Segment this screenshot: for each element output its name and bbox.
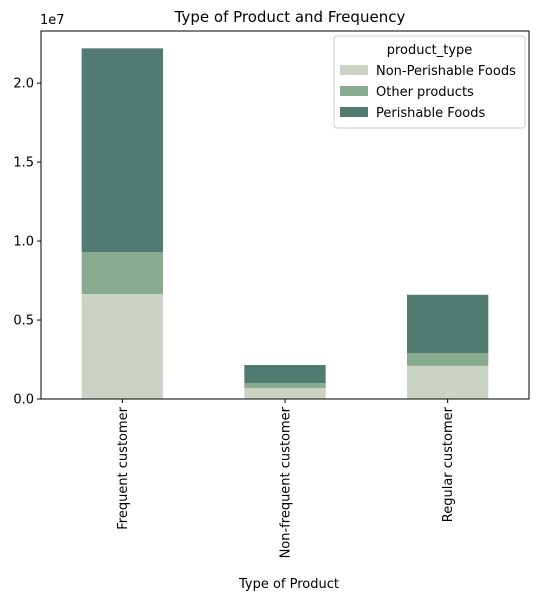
bar-segment xyxy=(244,365,326,384)
y-tick-label: 1.0 xyxy=(13,235,34,250)
legend-box xyxy=(333,35,526,129)
legend-title: product_type xyxy=(387,43,473,58)
bar-segment xyxy=(244,383,326,388)
legend-label: Perishable Foods xyxy=(376,106,485,121)
bar-segment xyxy=(81,48,163,253)
plot-frame xyxy=(40,30,530,400)
bar-segment xyxy=(407,353,489,366)
legend: product_type Non-Perishable Foods Other pr… xyxy=(333,35,526,129)
bar-segment xyxy=(244,387,326,399)
x-tick-label: Frequent customer xyxy=(116,406,131,529)
x-axis-label: Type of Product xyxy=(238,577,339,592)
y-tick-label: 1.5 xyxy=(13,156,34,171)
legend-label: Non-Perishable Foods xyxy=(376,64,516,79)
y-axis: 0.0 0.5 1.0 1.5 2.0 xyxy=(13,77,41,408)
y-tick-label: 0.0 xyxy=(13,393,34,408)
bar-segment xyxy=(81,293,163,399)
y-offset-label: 1e7 xyxy=(40,13,65,28)
bar-segment xyxy=(407,365,489,399)
chart-title: Type of Product and Frequency xyxy=(174,8,406,26)
y-tick-label: 0.5 xyxy=(13,314,34,329)
y-tick-label: 2.0 xyxy=(13,77,34,92)
legend-swatch xyxy=(340,86,368,96)
legend-swatch xyxy=(340,65,368,75)
bar-segment xyxy=(81,252,163,294)
x-axis: Frequent customer Non-frequent customer Re… xyxy=(116,399,456,558)
bars-group xyxy=(81,48,489,399)
legend-label: Other products xyxy=(376,85,474,100)
bar-segment xyxy=(407,294,489,354)
x-tick-label: Non-frequent customer xyxy=(279,406,294,558)
x-tick-label: Regular customer xyxy=(441,406,456,522)
legend-swatch xyxy=(340,107,368,117)
